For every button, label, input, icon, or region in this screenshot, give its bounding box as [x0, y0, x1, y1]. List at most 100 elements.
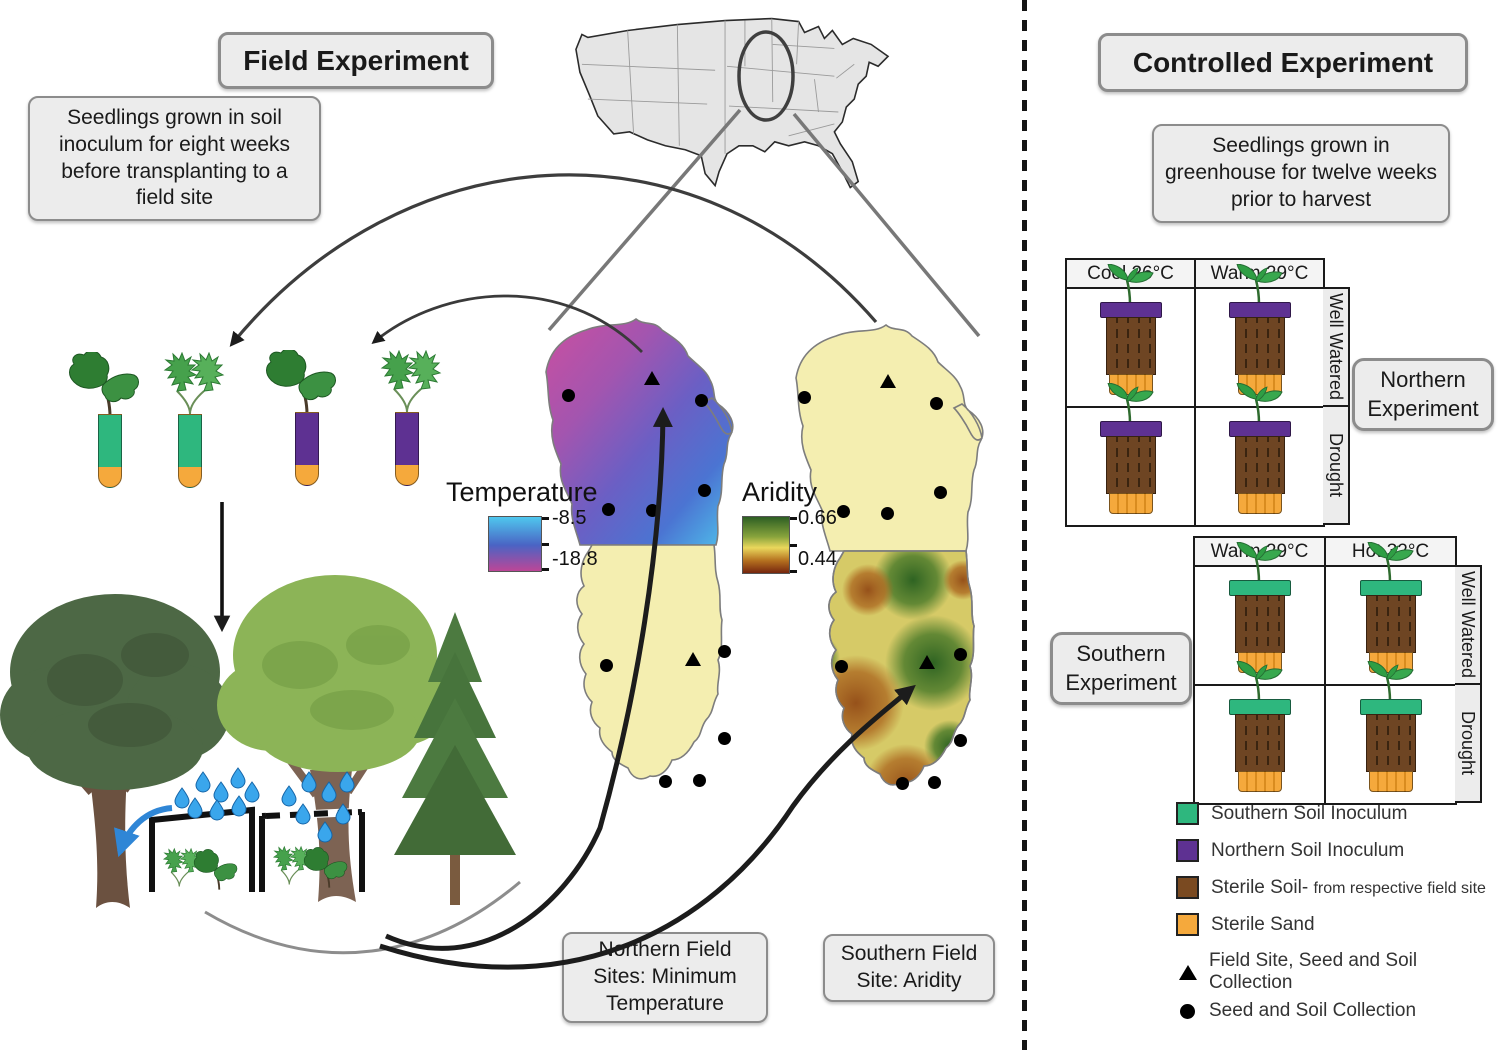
seedling-icon [1235, 661, 1283, 703]
collection-site-marker [930, 397, 943, 410]
illinois-aridity-raster [828, 551, 975, 785]
seedling-icon [1235, 383, 1283, 425]
controlled-experiment-description-text: Seedlings grown in greenhouse for twelve… [1165, 134, 1437, 211]
controlled-experiment-description: Seedlings grown in greenhouse for twelve… [1152, 124, 1450, 223]
table-row-drought [1067, 383, 1323, 525]
pot-northern-inoculum [1227, 383, 1293, 517]
collection-site-marker [698, 484, 711, 497]
us-map [575, 17, 890, 189]
aridity-legend-title-text: Aridity [742, 477, 818, 507]
section-divider [1022, 0, 1027, 1050]
sterile-sand-layer [1237, 493, 1282, 514]
maple-seedling-icon [164, 352, 224, 415]
table-cell [1067, 264, 1196, 406]
seedling-tube-southern-oak [58, 352, 158, 502]
collection-site-marker [718, 645, 731, 658]
collection-site-marker [562, 389, 575, 402]
tick [542, 543, 549, 546]
northern-soil-inoculum-swatch [1176, 839, 1199, 862]
aridity-gradient-bar [742, 516, 797, 574]
collection-site-marker [934, 486, 947, 499]
field-site-marker [919, 655, 935, 669]
pot-northern-inoculum [1227, 264, 1293, 398]
northern-inoculum-layer [1228, 302, 1291, 318]
southern-inoculum-layer [1359, 580, 1422, 596]
temperature-max-label: -8.5 [552, 507, 586, 530]
tick [790, 570, 797, 573]
legend-label: Southern Soil Inoculum [1211, 802, 1408, 824]
legend-label: Seed and Soil Collection [1209, 1000, 1417, 1021]
southern-experiment-label-text: Southern Experiment [1065, 640, 1177, 695]
legend-item: Northern Soil Inoculum [1176, 839, 1496, 862]
tick [790, 517, 797, 520]
pot-northern-inoculum [1098, 264, 1164, 398]
collection-site-marker [837, 505, 850, 518]
tick [542, 517, 549, 520]
sterile-soil-layer [1234, 436, 1285, 494]
field-site-marker [880, 374, 896, 388]
temperature-max-value: -8.5 [552, 507, 587, 529]
southern-inoculum-tube [98, 414, 122, 488]
aridity-min-value: 0.44 [798, 548, 837, 570]
northern-experiment-label-text: Northern Experiment [1367, 366, 1479, 421]
aridity-min-label: 0.44 [798, 548, 837, 571]
northern-inoculum-tube [295, 412, 319, 486]
southern-field-site-text: Southern Field Site: Aridity [840, 942, 978, 992]
sterile-sand-layer [1108, 493, 1153, 514]
row-labels: Well Watered Drought [1323, 287, 1350, 525]
table-row-well-watered [1067, 264, 1323, 406]
seedling-icon [1106, 383, 1154, 425]
legend-label: Northern Soil Inoculum [1211, 839, 1405, 861]
field-experiment-description-text: Seedlings grown in soil inoculum for eig… [58, 105, 291, 210]
table-cell [1195, 661, 1326, 803]
collection-site-marker [896, 777, 909, 790]
southern-inoculum-tube [178, 414, 202, 488]
legend-item: Southern Soil Inoculum [1176, 802, 1496, 825]
row-labels: Well Watered Drought [1455, 565, 1482, 803]
legend-item: Sterile Sand [1176, 913, 1496, 936]
legend-item: Sterile Soil- from respective field site [1176, 876, 1496, 899]
seedling-icon [1366, 661, 1414, 703]
legend-label-main: Sterile Soil- [1211, 876, 1309, 898]
sterile-soil-layer [1234, 317, 1285, 375]
deciduous-tree-dark [0, 594, 230, 908]
legend-label: Sterile Soil- from respective field site [1211, 877, 1486, 899]
sterile-soil-layer [1234, 595, 1285, 653]
field-site-trees-illustration [0, 575, 516, 908]
aridity-max-label: 0.66 [798, 507, 837, 530]
collection-site-marker-icon [1180, 1003, 1195, 1019]
us-outline [575, 17, 890, 189]
temperature-legend-title-text: Temperature [446, 477, 598, 507]
collection-site-marker [835, 660, 848, 673]
sterile-sand-layer [1368, 771, 1413, 792]
pot-southern-inoculum [1227, 542, 1293, 676]
field-site-marker-icon [1179, 964, 1197, 980]
seedling-icon [1106, 264, 1154, 306]
tick [790, 544, 797, 547]
sterile-sand-layer [1237, 771, 1282, 792]
temperature-min-value: -18.8 [552, 548, 598, 570]
seedling-tube-northern-oak [255, 350, 355, 500]
northern-experiment-label: Northern Experiment [1352, 358, 1494, 431]
row-label-drought: Drought [1323, 407, 1350, 525]
northern-field-sites-caption: Northern Field Sites: Minimum Temperatur… [562, 932, 768, 1023]
oak-seedling-icon [265, 350, 337, 416]
southern-field-site-caption: Southern Field Site: Aridity [823, 934, 995, 1002]
materials-legend: Southern Soil Inoculum Northern Soil Ino… [1176, 802, 1496, 1028]
legend-item: Field Site, Seed and Soil Collection [1176, 950, 1496, 994]
table-cell [1326, 661, 1455, 803]
controlled-experiment-title: Controlled Experiment [1098, 33, 1468, 92]
collection-site-marker [928, 776, 941, 789]
sterile-soil-layer [1105, 436, 1156, 494]
legend-label: Field Site, Seed and Soil Collection [1209, 950, 1418, 993]
field-experiment-description: Seedlings grown in soil inoculum for eig… [28, 96, 321, 221]
legend-label: Sterile Sand [1211, 913, 1315, 935]
legend-item: Seed and Soil Collection [1176, 1000, 1496, 1022]
collection-site-marker [954, 648, 967, 661]
pot-northern-inoculum [1098, 383, 1164, 517]
southern-soil-inoculum-swatch [1176, 802, 1199, 825]
sterile-sand-swatch [1176, 913, 1199, 936]
sterile-soil-layer [1234, 714, 1285, 772]
seedling-icon [1366, 542, 1414, 584]
pot-southern-inoculum [1358, 542, 1424, 676]
